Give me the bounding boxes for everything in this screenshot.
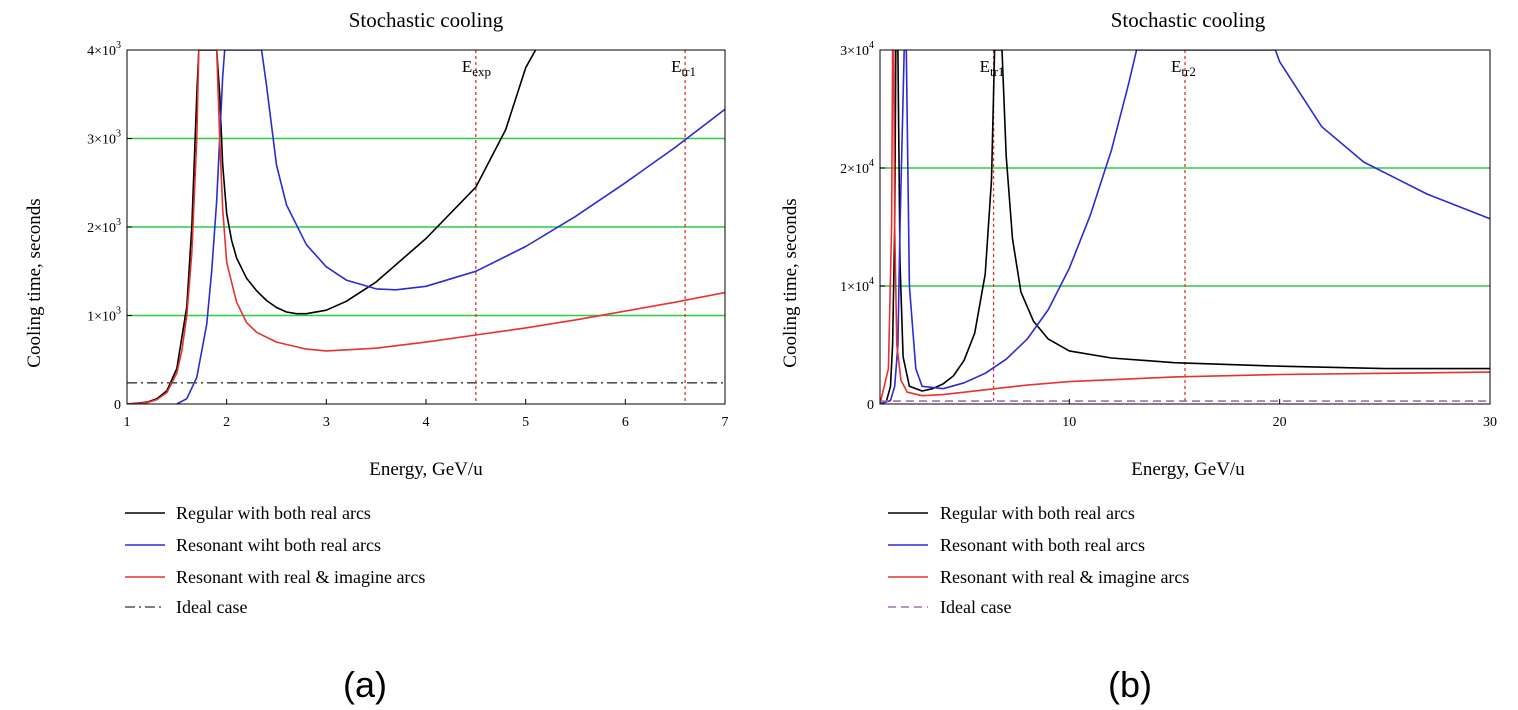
- y-tick-label: 1×104: [840, 276, 874, 295]
- series-line-2: [880, 50, 1490, 404]
- y-axis-label: Cooling time, seconds: [24, 198, 45, 367]
- plot-lines: [880, 50, 1490, 404]
- series-line-1: [176, 50, 725, 404]
- x-tick-label: 10: [1062, 415, 1076, 430]
- x-ticks: 1 2 3 4 5 6 7: [124, 399, 729, 430]
- legend-item: Resonant with real & imagine arcs: [888, 567, 1189, 587]
- series-line-2: [127, 50, 725, 404]
- energy-marker-label: Etr2: [1171, 57, 1196, 79]
- legend-label: Resonant with real & imagine arcs: [940, 567, 1189, 587]
- y-tick-label: 3×103: [87, 129, 121, 148]
- energy-markers: Eexp Etr1: [462, 50, 696, 404]
- legend-item: Ideal case: [888, 597, 1011, 617]
- x-tick-label: 6: [622, 415, 629, 430]
- y-ticks: 0 1×103 2×103 3×103 4×103: [87, 40, 132, 413]
- x-tick-label: 20: [1273, 415, 1287, 430]
- chart-title: Stochastic cooling: [349, 8, 504, 32]
- x-tick-label: 3: [323, 415, 330, 430]
- legend-label: Resonant wiht both real arcs: [176, 535, 381, 555]
- legend-label: Regular with both real arcs: [940, 503, 1135, 523]
- series-line-0: [127, 50, 537, 404]
- legend-item: Ideal case: [125, 597, 247, 617]
- chart-panel-a: Stochastic cooling Cooling time, seconds…: [24, 8, 729, 705]
- series-line-1: [880, 50, 1490, 404]
- y-tick-label: 0: [114, 398, 121, 413]
- legend-item: Resonant wiht both real arcs: [125, 535, 381, 555]
- legend-label: Regular with both real arcs: [176, 503, 371, 523]
- panel-label: (b): [1108, 664, 1152, 705]
- x-axis-label: Energy, GeV/u: [369, 459, 483, 480]
- x-tick-label: 7: [722, 415, 729, 430]
- panel-label: (a): [343, 664, 387, 705]
- chart-title: Stochastic cooling: [1111, 8, 1266, 32]
- legend: Regular with both real arcs Resonant wit…: [888, 503, 1189, 617]
- plot-frame: [879, 49, 1491, 405]
- chart-panel-b: Stochastic cooling Cooling time, seconds…: [780, 8, 1497, 705]
- legend-item: Regular with both real arcs: [888, 503, 1135, 523]
- energy-marker-label: Etr1: [980, 57, 1005, 79]
- legend-item: Regular with both real arcs: [125, 503, 371, 523]
- legend-label: Resonant with real & imagine arcs: [176, 567, 425, 587]
- y-tick-label: 0: [867, 398, 874, 413]
- y-tick-label: 4×103: [87, 40, 121, 59]
- x-tick-label: 4: [423, 415, 430, 430]
- x-tick-label: 1: [124, 415, 131, 430]
- y-axis-label: Cooling time, seconds: [780, 198, 801, 367]
- series-line-0: [880, 50, 1490, 404]
- legend-label: Ideal case: [940, 597, 1011, 617]
- plot-lines: [127, 50, 725, 404]
- y-tick-label: 3×104: [840, 40, 874, 59]
- legend: Regular with both real arcs Resonant wih…: [125, 503, 425, 617]
- x-ticks: 10 20 30: [1062, 399, 1497, 430]
- energy-marker-label: Eexp: [462, 57, 491, 79]
- legend-label: Resonant with both real arcs: [940, 535, 1145, 555]
- y-tick-label: 2×103: [87, 217, 121, 236]
- y-tick-label: 2×104: [840, 158, 874, 177]
- legend-item: Resonant with real & imagine arcs: [125, 567, 425, 587]
- gridlines: [127, 137, 725, 317]
- y-tick-label: 1×103: [87, 306, 121, 325]
- x-tick-label: 5: [522, 415, 529, 430]
- x-tick-label: 30: [1483, 415, 1497, 430]
- legend-item: Resonant with both real arcs: [888, 535, 1145, 555]
- x-axis-label: Energy, GeV/u: [1131, 459, 1245, 480]
- energy-marker-label: Etr1: [671, 57, 696, 79]
- y-ticks: 0 1×104 2×104 3×104: [840, 40, 885, 413]
- legend-label: Ideal case: [176, 597, 247, 617]
- x-tick-label: 2: [223, 415, 230, 430]
